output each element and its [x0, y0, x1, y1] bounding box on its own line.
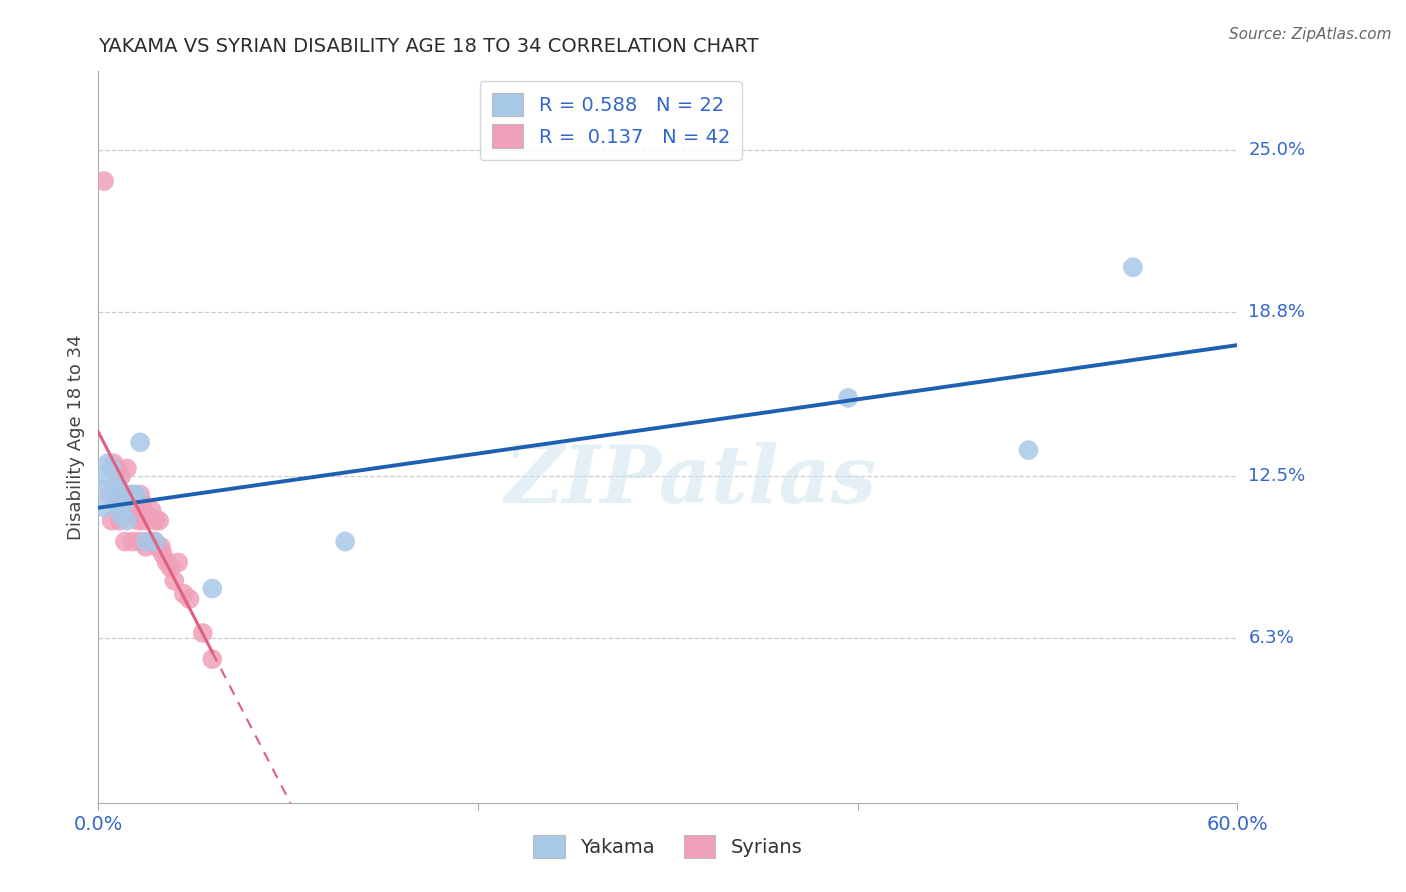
Point	[107, 461, 129, 475]
Point	[104, 495, 127, 509]
Point	[112, 487, 135, 501]
Point	[89, 469, 111, 483]
Point	[121, 508, 143, 523]
Point	[146, 540, 169, 554]
Point	[104, 477, 127, 491]
Text: ZIPatlas: ZIPatlas	[505, 442, 877, 520]
Legend: Yakama, Syrians: Yakama, Syrians	[526, 827, 810, 866]
Point	[98, 487, 121, 501]
Point	[135, 540, 157, 554]
Y-axis label: Disability Age 18 to 34: Disability Age 18 to 34	[66, 334, 84, 540]
Point	[132, 514, 155, 528]
Point	[145, 534, 167, 549]
Point	[150, 540, 173, 554]
Point	[93, 174, 115, 188]
Point	[100, 461, 122, 475]
Point	[159, 560, 181, 574]
Point	[142, 534, 165, 549]
Point	[145, 514, 167, 528]
Point	[152, 548, 174, 562]
Point	[156, 556, 179, 570]
Point	[179, 592, 201, 607]
Point	[108, 514, 131, 528]
Point	[837, 391, 859, 405]
Point	[125, 487, 148, 501]
Point	[93, 500, 115, 515]
Point	[129, 487, 152, 501]
Point	[191, 626, 214, 640]
Point	[127, 514, 149, 528]
Point	[136, 508, 159, 523]
Point	[163, 574, 186, 588]
Point	[110, 508, 132, 523]
Point	[114, 495, 136, 509]
Point	[131, 495, 153, 509]
Point	[100, 514, 122, 528]
Point	[173, 587, 195, 601]
Point	[125, 495, 148, 509]
Point	[103, 483, 125, 497]
Point	[167, 556, 190, 570]
Text: 12.5%: 12.5%	[1249, 467, 1306, 485]
Point	[1018, 443, 1040, 458]
Point	[201, 652, 224, 666]
Point	[115, 514, 138, 528]
Point	[1122, 260, 1144, 275]
Point	[120, 487, 142, 501]
Text: 18.8%: 18.8%	[1249, 302, 1305, 321]
Point	[110, 469, 132, 483]
Text: 25.0%: 25.0%	[1249, 141, 1306, 159]
Point	[115, 461, 138, 475]
Point	[118, 495, 141, 509]
Point	[108, 487, 131, 501]
Text: YAKAMA VS SYRIAN DISABILITY AGE 18 TO 34 CORRELATION CHART: YAKAMA VS SYRIAN DISABILITY AGE 18 TO 34…	[98, 37, 759, 56]
Point	[107, 495, 129, 509]
Point	[201, 582, 224, 596]
Point	[121, 487, 143, 501]
Text: 6.3%: 6.3%	[1249, 629, 1294, 648]
Point	[335, 534, 357, 549]
Point	[148, 514, 170, 528]
Point	[124, 487, 146, 501]
Point	[91, 483, 114, 497]
Point	[129, 435, 152, 450]
Point	[138, 534, 160, 549]
Point	[103, 456, 125, 470]
Text: Source: ZipAtlas.com: Source: ZipAtlas.com	[1229, 27, 1392, 42]
Point	[135, 534, 157, 549]
Point	[129, 534, 152, 549]
Point	[107, 477, 129, 491]
Point	[141, 503, 163, 517]
Point	[97, 456, 120, 470]
Point	[121, 534, 143, 549]
Point	[114, 534, 136, 549]
Point	[114, 503, 136, 517]
